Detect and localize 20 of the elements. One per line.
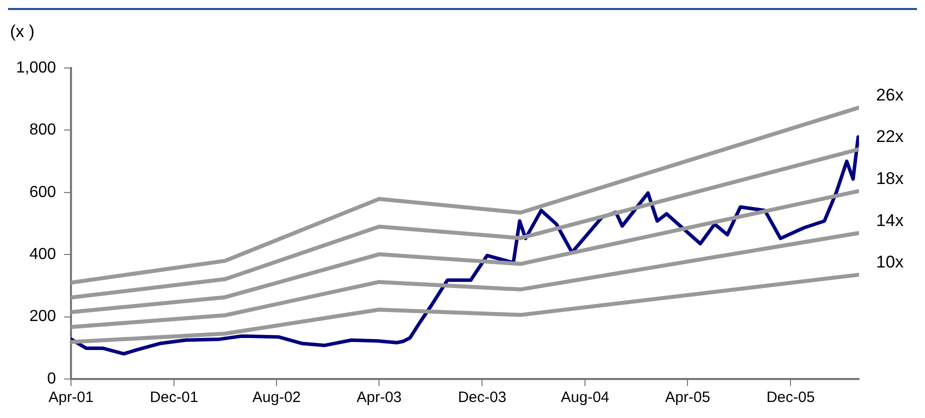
series-label: 22x (876, 127, 904, 146)
x-tick-label: Aug-04 (560, 389, 610, 406)
y-tick-label: 0 (47, 370, 56, 388)
x-tick-label: Dec-01 (150, 389, 198, 406)
y-tick-label: 800 (29, 122, 56, 139)
x-tick-label: Dec-03 (458, 389, 506, 406)
y-axis-title: (x ) (10, 22, 35, 42)
y-tick-label: 200 (29, 308, 56, 326)
series-label: 26x (876, 85, 904, 104)
series-label: 18x (876, 168, 904, 188)
x-tick-label: Apr-03 (356, 389, 402, 406)
y-tick-label: 600 (29, 184, 56, 201)
x-tick-label: Apr-05 (665, 389, 710, 406)
x-tick-label: Dec-05 (766, 389, 815, 406)
series-label: 10x (876, 252, 904, 272)
x-tick-label: Aug-02 (252, 389, 301, 406)
series-label: 14x (876, 210, 904, 230)
x-tick-label: Apr-01 (48, 389, 94, 406)
y-tick-label: 400 (29, 246, 56, 264)
y-tick-label: 1,000 (16, 59, 56, 76)
